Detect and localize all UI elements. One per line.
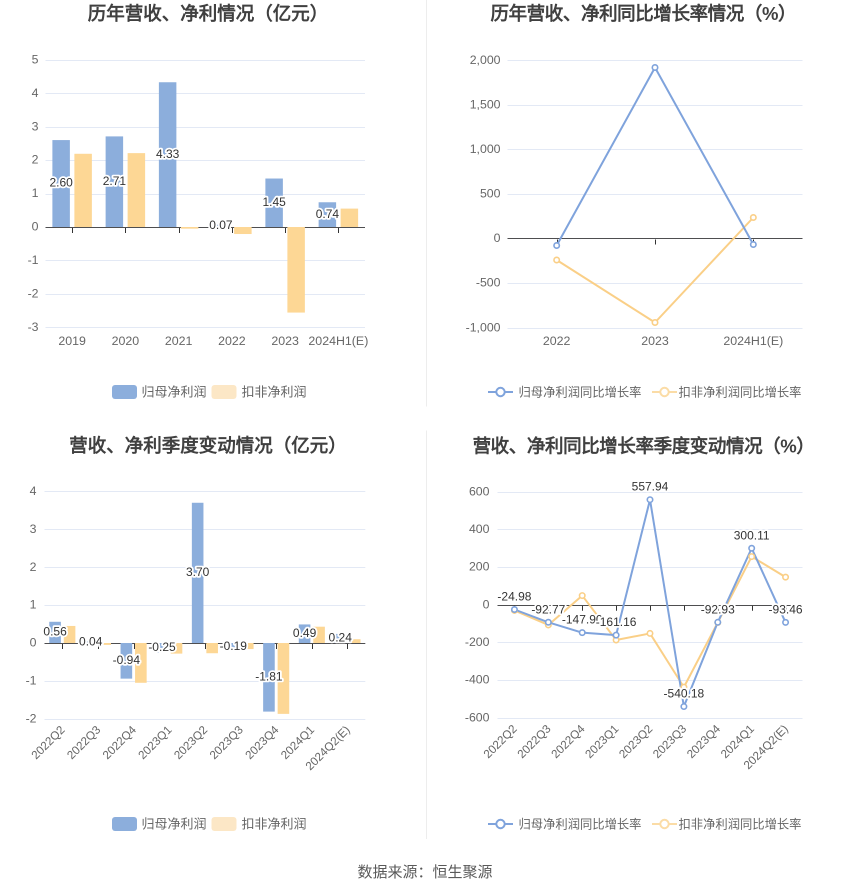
- svg-text:扣非净利润: 扣非净利润: [242, 817, 307, 832]
- svg-text:400: 400: [469, 522, 490, 536]
- svg-text:-1: -1: [28, 253, 39, 267]
- svg-text:3: 3: [32, 119, 39, 133]
- svg-text:1,500: 1,500: [470, 97, 501, 111]
- svg-text:1,000: 1,000: [470, 142, 501, 156]
- svg-text:扣非净利润同比增长率: 扣非净利润同比增长率: [679, 385, 802, 400]
- svg-text:0: 0: [30, 636, 37, 650]
- svg-text:历年营收、净利同比增长率情况（%）: 历年营收、净利同比增长率情况（%）: [490, 3, 796, 24]
- svg-text:-1,000: -1,000: [466, 320, 501, 334]
- svg-text:0: 0: [494, 231, 501, 245]
- svg-text:600: 600: [469, 484, 490, 498]
- svg-text:557.94: 557.94: [632, 480, 669, 494]
- svg-text:-0.94: -0.94: [113, 653, 141, 667]
- svg-text:2024H1(E): 2024H1(E): [723, 334, 783, 348]
- svg-text:数据来源：恒生聚源: 数据来源：恒生聚源: [357, 864, 492, 881]
- svg-text:营收、净利季度变动情况（亿元）: 营收、净利季度变动情况（亿元）: [69, 435, 347, 456]
- svg-text:2.60: 2.60: [49, 176, 73, 190]
- svg-text:-147.90: -147.90: [562, 613, 603, 627]
- svg-text:归母净利润: 归母净利润: [142, 385, 207, 400]
- svg-text:2,000: 2,000: [470, 53, 501, 67]
- svg-text:2: 2: [32, 153, 39, 167]
- svg-text:-400: -400: [465, 673, 490, 687]
- svg-text:归母净利润同比增长率: 归母净利润同比增长率: [519, 817, 642, 832]
- svg-text:300.11: 300.11: [734, 528, 770, 542]
- svg-text:-92.77: -92.77: [531, 602, 565, 616]
- svg-text:4: 4: [30, 484, 37, 498]
- svg-text:3.70: 3.70: [186, 565, 210, 579]
- svg-text:2: 2: [30, 560, 37, 574]
- svg-text:2020: 2020: [112, 334, 140, 348]
- svg-text:2021: 2021: [165, 334, 193, 348]
- svg-text:500: 500: [480, 187, 501, 201]
- svg-text:4.33: 4.33: [156, 147, 180, 161]
- svg-text:扣非净利润同比增长率: 扣非净利润同比增长率: [679, 817, 802, 832]
- svg-text:-2: -2: [26, 711, 37, 725]
- svg-text:0.07: 0.07: [209, 218, 233, 232]
- svg-text:2023: 2023: [271, 334, 299, 348]
- svg-text:2024H1(E): 2024H1(E): [308, 334, 368, 348]
- svg-text:-0.19: -0.19: [220, 639, 248, 653]
- svg-text:-3: -3: [28, 320, 39, 334]
- svg-text:-1.81: -1.81: [255, 669, 283, 683]
- svg-text:-200: -200: [465, 635, 490, 649]
- svg-text:-540.18: -540.18: [664, 687, 705, 701]
- svg-text:-24.98: -24.98: [497, 590, 531, 604]
- svg-text:-0.25: -0.25: [148, 640, 176, 654]
- svg-text:5: 5: [32, 52, 39, 66]
- svg-text:-1: -1: [26, 674, 37, 688]
- svg-text:-2: -2: [28, 286, 39, 300]
- svg-text:归母净利润同比增长率: 归母净利润同比增长率: [519, 385, 642, 400]
- svg-text:2022: 2022: [543, 334, 571, 348]
- svg-text:归母净利润: 归母净利润: [142, 817, 207, 832]
- svg-text:-93.46: -93.46: [769, 602, 803, 616]
- svg-text:1: 1: [32, 186, 39, 200]
- svg-text:历年营收、净利情况（亿元）: 历年营收、净利情况（亿元）: [88, 3, 329, 24]
- svg-text:0.49: 0.49: [293, 626, 317, 640]
- svg-text:3: 3: [30, 522, 37, 536]
- svg-text:0.74: 0.74: [316, 207, 340, 221]
- svg-text:-92.93: -92.93: [701, 602, 735, 616]
- svg-text:2022: 2022: [218, 334, 246, 348]
- svg-text:0.56: 0.56: [43, 625, 67, 639]
- svg-text:0.24: 0.24: [329, 631, 353, 645]
- svg-text:2019: 2019: [58, 334, 86, 348]
- svg-text:4: 4: [32, 86, 39, 100]
- svg-text:扣非净利润: 扣非净利润: [242, 385, 307, 400]
- svg-text:1: 1: [30, 598, 37, 612]
- svg-text:200: 200: [469, 560, 490, 574]
- svg-text:-161.16: -161.16: [596, 615, 637, 629]
- svg-text:0: 0: [483, 597, 490, 611]
- svg-text:2023: 2023: [641, 334, 669, 348]
- svg-text:1.45: 1.45: [262, 195, 286, 209]
- svg-text:2.71: 2.71: [103, 174, 127, 188]
- svg-text:营收、净利同比增长率季度变动情况（%）: 营收、净利同比增长率季度变动情况（%）: [473, 436, 815, 457]
- svg-text:-500: -500: [476, 276, 501, 290]
- svg-text:-600: -600: [465, 710, 490, 724]
- svg-text:0.04: 0.04: [79, 634, 103, 648]
- svg-text:0: 0: [32, 220, 39, 234]
